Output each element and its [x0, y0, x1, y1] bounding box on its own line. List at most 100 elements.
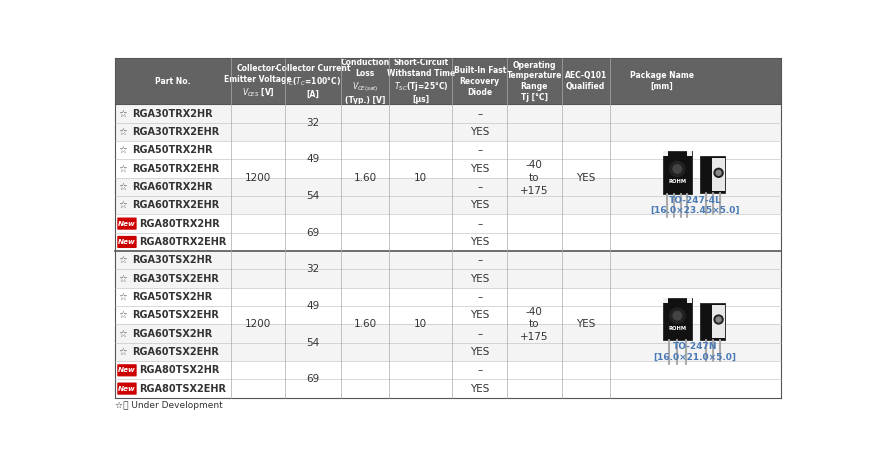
Circle shape — [713, 168, 722, 177]
Text: 69: 69 — [306, 228, 319, 238]
Text: Conduction
Loss
$V_{CE(sat)}$
(Typ.) [V]: Conduction Loss $V_{CE(sat)}$ (Typ.) [V] — [341, 58, 389, 105]
Text: YES: YES — [469, 274, 489, 284]
Bar — [700, 156, 725, 193]
Bar — [115, 306, 779, 324]
Bar — [686, 151, 691, 156]
Text: ☆: ☆ — [118, 109, 127, 119]
Text: –: – — [476, 219, 481, 229]
Bar — [115, 196, 779, 214]
Text: ☆: ☆ — [118, 292, 127, 302]
Bar — [662, 151, 691, 193]
Text: ☆: ☆ — [118, 145, 127, 155]
Text: -40
to
+175: -40 to +175 — [520, 160, 548, 196]
Text: –: – — [476, 145, 481, 155]
Text: Part No.: Part No. — [156, 77, 190, 86]
Text: YES: YES — [575, 173, 594, 183]
Text: ☆: ☆ — [118, 182, 127, 192]
FancyBboxPatch shape — [117, 236, 136, 248]
Text: New: New — [118, 220, 136, 226]
Text: 10: 10 — [414, 173, 427, 183]
Text: RGA50TRX2EHR: RGA50TRX2EHR — [132, 164, 219, 174]
Text: –: – — [476, 292, 481, 302]
Text: AEC-Q101
Qualified: AEC-Q101 Qualified — [564, 71, 606, 91]
Text: New: New — [118, 367, 136, 373]
Text: TO-247N
[16.0×21.0×5.0]: TO-247N [16.0×21.0×5.0] — [653, 343, 736, 362]
Text: RGA80TRX2HR: RGA80TRX2HR — [139, 219, 220, 229]
Circle shape — [669, 308, 684, 323]
Text: New: New — [118, 386, 136, 391]
Text: YES: YES — [469, 237, 489, 247]
Text: ☆: ☆ — [118, 310, 127, 320]
Text: 32: 32 — [306, 264, 319, 274]
Text: 69: 69 — [306, 375, 319, 384]
Text: ☆: ☆ — [118, 164, 127, 174]
Text: –: – — [476, 109, 481, 119]
Text: –: – — [476, 329, 481, 339]
Text: ☆: ☆ — [118, 347, 127, 357]
Text: RGA60TRX2EHR: RGA60TRX2EHR — [132, 200, 219, 210]
FancyBboxPatch shape — [117, 218, 136, 230]
Bar — [686, 298, 691, 303]
Text: YES: YES — [469, 164, 489, 174]
Bar — [662, 151, 667, 156]
Text: RGA30TRX2HR: RGA30TRX2HR — [132, 109, 212, 119]
Text: YES: YES — [469, 347, 489, 357]
Text: 1200: 1200 — [245, 173, 271, 183]
Text: YES: YES — [575, 320, 594, 329]
Text: Collector Current
$I_C$($T_C$=100°C)
[A]: Collector Current $I_C$($T_C$=100°C) [A] — [275, 64, 350, 99]
Bar — [662, 298, 667, 303]
Text: Operating
Temperature
Range
Tj [°C]: Operating Temperature Range Tj [°C] — [506, 61, 561, 102]
Text: ☆: ☆ — [118, 255, 127, 265]
Bar — [115, 324, 779, 343]
Text: TO-247-4L
[16.0×23.45×5.0]: TO-247-4L [16.0×23.45×5.0] — [650, 196, 739, 215]
Text: ROHM: ROHM — [667, 326, 686, 331]
Bar — [115, 123, 779, 141]
Text: 54: 54 — [306, 338, 319, 348]
Text: -40
to
+175: -40 to +175 — [520, 307, 548, 342]
Text: YES: YES — [469, 200, 489, 210]
Text: RGA50TRX2HR: RGA50TRX2HR — [132, 145, 212, 155]
Text: RGA30TSX2EHR: RGA30TSX2EHR — [132, 274, 219, 284]
Text: 1.60: 1.60 — [354, 320, 376, 329]
Bar — [711, 305, 724, 338]
Text: ☆: ☆ — [118, 274, 127, 284]
Text: YES: YES — [469, 310, 489, 320]
Text: ☆： Under Development: ☆： Under Development — [115, 401, 222, 410]
Bar — [115, 288, 779, 306]
Text: RGA80TRX2EHR: RGA80TRX2EHR — [139, 237, 226, 247]
Text: RGA80TSX2HR: RGA80TSX2HR — [139, 365, 219, 375]
Text: 10: 10 — [414, 320, 427, 329]
Bar — [115, 58, 779, 104]
Text: New: New — [118, 239, 136, 245]
Text: ☆: ☆ — [118, 329, 127, 339]
Bar — [115, 141, 779, 159]
Bar — [115, 269, 779, 288]
Text: Package Name
[mm]: Package Name [mm] — [629, 71, 693, 91]
Circle shape — [669, 161, 684, 177]
Text: YES: YES — [469, 127, 489, 137]
Text: 1200: 1200 — [245, 320, 271, 329]
Text: RGA60TSX2EHR: RGA60TSX2EHR — [132, 347, 219, 357]
Bar — [115, 159, 779, 178]
Bar — [700, 303, 725, 340]
Text: 54: 54 — [306, 191, 319, 201]
Text: RGA80TSX2EHR: RGA80TSX2EHR — [139, 384, 226, 394]
Bar — [115, 178, 779, 196]
Text: ☆: ☆ — [118, 200, 127, 210]
Text: 49: 49 — [306, 301, 319, 311]
Text: RGA30TSX2HR: RGA30TSX2HR — [132, 255, 212, 265]
Text: –: – — [476, 255, 481, 265]
FancyBboxPatch shape — [117, 383, 136, 395]
Text: Collector-
Emitter Voltage
$V_{CES}$ [V]: Collector- Emitter Voltage $V_{CES}$ [V] — [224, 64, 292, 98]
Bar — [711, 158, 724, 192]
Bar — [115, 379, 779, 398]
Text: RGA30TRX2EHR: RGA30TRX2EHR — [132, 127, 219, 137]
Circle shape — [673, 311, 680, 320]
Text: ☆: ☆ — [118, 127, 127, 137]
Bar — [662, 298, 691, 340]
Text: 49: 49 — [306, 154, 319, 164]
Text: YES: YES — [469, 384, 489, 394]
Text: RGA60TSX2HR: RGA60TSX2HR — [132, 329, 212, 339]
Text: –: – — [476, 365, 481, 375]
Circle shape — [715, 171, 720, 175]
